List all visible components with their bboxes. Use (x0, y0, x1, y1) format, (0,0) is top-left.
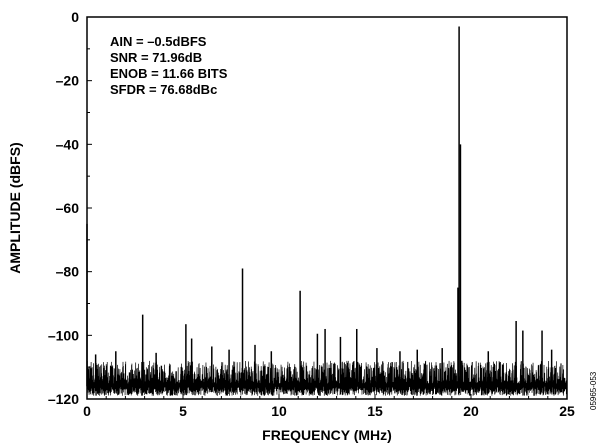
y-tick-label: –80 (56, 264, 80, 280)
x-tick-label: 5 (179, 403, 187, 419)
annotation-ain: AIN = –0.5dBFS (110, 34, 207, 49)
annotation-snr: SNR = 71.96dB (110, 50, 202, 65)
y-axis-title: AMPLITUDE (dBFS) (7, 142, 23, 273)
x-tick-label: 25 (559, 403, 575, 419)
y-axis-ticks: 0 –20 –40 –60 –80 –100 –120 (48, 9, 92, 407)
annotation-enob: ENOB = 11.66 BITS (110, 66, 228, 81)
y-tick-label: –120 (48, 391, 79, 407)
y-tick-label: 0 (71, 9, 79, 25)
x-tick-label: 20 (463, 403, 479, 419)
figure-id: 05965-053 (589, 371, 598, 410)
y-tick-label: –40 (56, 136, 80, 152)
x-axis-title: FREQUENCY (MHz) (262, 427, 392, 443)
x-tick-label: 0 (83, 403, 91, 419)
y-tick-label: –20 (56, 73, 80, 89)
noise-trace-path (86, 360, 568, 396)
y-tick-label: –60 (56, 200, 80, 216)
noise-floor-trace (86, 360, 568, 396)
x-axis-ticks: 0 5 10 15 20 25 (83, 394, 575, 419)
x-tick-label: 15 (367, 403, 383, 419)
annotation-sfdr: SFDR = 76.68dBc (110, 82, 217, 97)
annotation-block: AIN = –0.5dBFS SNR = 71.96dB ENOB = 11.6… (110, 34, 228, 97)
x-tick-label: 10 (271, 403, 287, 419)
y-tick-label: –100 (48, 327, 79, 343)
spur-lines (86, 26, 553, 387)
